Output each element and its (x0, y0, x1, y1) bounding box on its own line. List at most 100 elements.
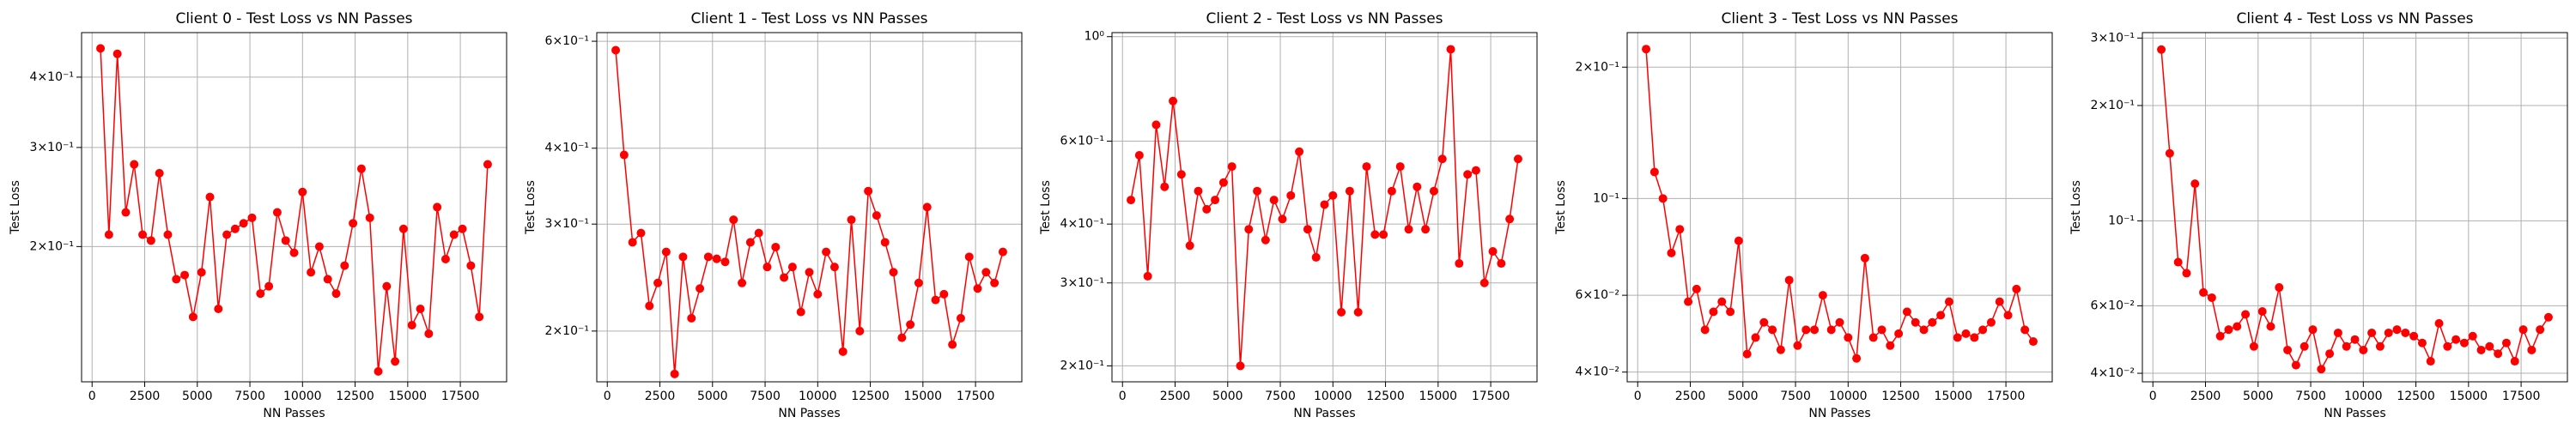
chart-title: Client 3 - Test Loss vs NN Passes (1721, 10, 1958, 27)
loss-point (356, 164, 366, 173)
loss-point (1513, 154, 1522, 164)
y-tick-label: 4×10⁻¹ (545, 142, 589, 155)
loss-point (687, 313, 696, 323)
loss-point (2190, 179, 2200, 189)
loss-point (2350, 335, 2360, 344)
loss-point (1134, 150, 1144, 160)
loss-point (1353, 307, 1363, 317)
loss-point (1497, 259, 1506, 269)
loss-point (96, 44, 106, 53)
loss-point (914, 278, 923, 287)
plot-frame (1626, 32, 2053, 383)
loss-point (1169, 96, 1178, 106)
x-tick-label: 5000 (182, 390, 213, 403)
x-tick-label: 5000 (1212, 390, 1243, 403)
loss-point (1835, 317, 1844, 327)
loss-point (230, 224, 240, 233)
loss-point (331, 289, 341, 299)
y-tick-label: 10⁻¹ (2108, 214, 2135, 227)
x-tick-label: 5000 (2243, 390, 2274, 403)
loss-point (703, 252, 713, 262)
x-tick-label: 5000 (1728, 390, 1759, 403)
loss-point (1505, 214, 1515, 224)
loss-point (1253, 186, 1262, 196)
loss-point (1488, 247, 1498, 257)
loss-point (796, 307, 805, 317)
loss-point (2451, 335, 2461, 344)
loss-point (998, 247, 1007, 257)
loss-point (1286, 190, 1296, 200)
loss-point (889, 268, 898, 277)
loss-point (1211, 196, 1220, 205)
x-tick-label: 17500 (1472, 390, 1510, 403)
loss-point (163, 230, 173, 239)
loss-point (1455, 259, 1464, 269)
y-tick-label: 2×10⁻¹ (2091, 99, 2135, 112)
loss-point (2199, 287, 2208, 297)
loss-point (1894, 329, 1904, 338)
loss-point (1143, 271, 1152, 281)
loss-point (1970, 333, 1979, 342)
loss-point (2459, 338, 2469, 347)
loss-point (855, 326, 865, 335)
loss-point (2501, 338, 2511, 347)
y-tick-label: 4×10⁻² (1576, 366, 1619, 379)
y-tick-label: 2×10⁻¹ (545, 324, 589, 338)
y-tick-label: 2×10⁻¹ (1576, 60, 1619, 74)
loss-point (956, 313, 965, 323)
chart-title: Client 2 - Test Loss vs NN Passes (1206, 10, 1443, 27)
loss-point (1684, 297, 1693, 306)
loss-point (771, 242, 781, 251)
x-axis-label: NN Passes (1293, 407, 1355, 420)
x-tick-label: 2500 (645, 390, 676, 403)
x-tick-label: 0 (2149, 390, 2157, 403)
loss-point (1810, 325, 1820, 335)
loss-point (1642, 45, 1651, 54)
loss-point (1868, 333, 1878, 342)
loss-point (1844, 333, 1853, 342)
loss-point (466, 261, 476, 270)
loss-point (239, 219, 248, 228)
loss-point (382, 281, 392, 291)
loss-point (1675, 225, 1685, 234)
loss-point (822, 247, 831, 257)
loss-point (1345, 186, 1354, 196)
x-tick-label: 17500 (957, 390, 995, 403)
loss-point (2468, 331, 2477, 341)
loss-point (1818, 291, 1827, 300)
loss-point (1421, 225, 1431, 234)
x-tick-label: 12500 (851, 390, 890, 403)
loss-point (805, 268, 814, 277)
y-tick-label: 3×10⁻¹ (2091, 31, 2135, 45)
loss-point (1692, 284, 1701, 293)
loss-point (214, 304, 223, 313)
loss-point (838, 347, 848, 356)
loss-point (1709, 307, 1718, 317)
loss-point (787, 263, 797, 272)
loss-point (1261, 235, 1270, 245)
loss-point (2401, 328, 2410, 337)
x-tick-label: 10000 (799, 390, 837, 403)
loss-point (1801, 325, 1811, 335)
loss-point (1995, 297, 2004, 306)
loss-point (2543, 312, 2553, 322)
loss-point (1185, 241, 1194, 251)
loss-point (1793, 341, 1802, 350)
loss-point (981, 268, 991, 277)
x-tick-label: 2500 (2190, 390, 2221, 403)
loss-point (611, 45, 621, 55)
loss-point (2536, 325, 2545, 335)
loss-point (1236, 361, 1245, 371)
loss-point (104, 230, 113, 239)
loss-point (645, 301, 654, 311)
x-tick-label: 17500 (441, 390, 480, 403)
loss-point (2342, 341, 2351, 351)
loss-point (2325, 349, 2335, 359)
x-tick-label: 7500 (1265, 390, 1296, 403)
loss-point (678, 252, 688, 262)
loss-point (2426, 357, 2435, 366)
loss-point (289, 248, 299, 257)
x-tick-label: 0 (88, 390, 96, 403)
loss-point (440, 254, 450, 263)
